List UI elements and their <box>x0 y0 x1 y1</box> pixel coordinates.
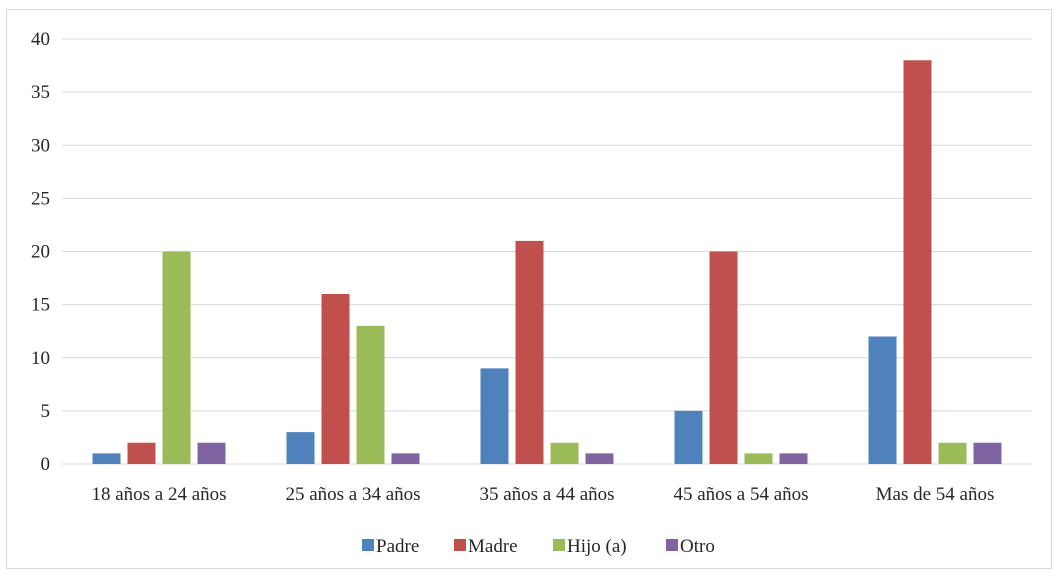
y-tick-label: 0 <box>41 454 51 475</box>
bar-madre-4 <box>903 60 932 464</box>
bar-padre-4 <box>868 336 897 464</box>
y-axis-tick-labels: 0 5 10 15 20 25 30 35 40 <box>31 29 50 475</box>
x-category-label: Mas de 54 años <box>876 484 995 505</box>
y-tick-label: 20 <box>31 242 50 263</box>
bar-madre-3 <box>709 251 738 464</box>
bar-padre-0 <box>92 453 121 464</box>
y-tick-label: 30 <box>31 135 50 156</box>
y-tick-label: 35 <box>31 82 50 103</box>
bar-otro-4 <box>973 442 1002 464</box>
x-category-label: 18 años a 24 años <box>91 484 226 505</box>
legend: Padre Madre Hijo (a) Otro <box>362 536 715 557</box>
y-tick-label: 15 <box>31 295 50 316</box>
y-tick-label: 10 <box>31 348 50 369</box>
bar-otro-2 <box>585 453 614 464</box>
y-tick-label: 40 <box>31 29 50 50</box>
legend-label: Hijo (a) <box>567 536 627 557</box>
legend-label: Otro <box>680 536 715 557</box>
bar-hijo-a-3 <box>744 453 773 464</box>
bar-padre-2 <box>480 368 509 464</box>
y-tick-label: 5 <box>41 401 51 422</box>
legend-label: Padre <box>376 536 419 557</box>
y-tick-label: 25 <box>31 188 50 209</box>
bar-otro-0 <box>197 442 226 464</box>
legend-swatch <box>553 539 565 551</box>
bar-hijo-a-2 <box>550 442 579 464</box>
legend-label: Madre <box>468 536 518 557</box>
bar-madre-1 <box>321 294 350 464</box>
x-category-label: 45 años a 54 años <box>673 484 808 505</box>
bar-madre-0 <box>127 442 156 464</box>
bar-hijo-a-4 <box>938 442 967 464</box>
bar-hijo-a-0 <box>162 251 191 464</box>
bar-padre-1 <box>286 432 315 464</box>
x-category-label: 25 años a 34 años <box>285 484 420 505</box>
bar-madre-2 <box>515 240 544 464</box>
bar-padre-3 <box>674 410 703 464</box>
legend-swatch <box>362 539 374 551</box>
bar-otro-1 <box>391 453 420 464</box>
legend-swatch <box>666 539 678 551</box>
bar-hijo-a-1 <box>356 325 385 464</box>
x-axis-category-labels: 18 años a 24 años 25 años a 34 años 35 año… <box>91 484 994 505</box>
legend-swatch <box>454 539 466 551</box>
bar-otro-3 <box>779 453 808 464</box>
x-category-label: 35 años a 44 años <box>479 484 614 505</box>
bars <box>92 60 1002 464</box>
